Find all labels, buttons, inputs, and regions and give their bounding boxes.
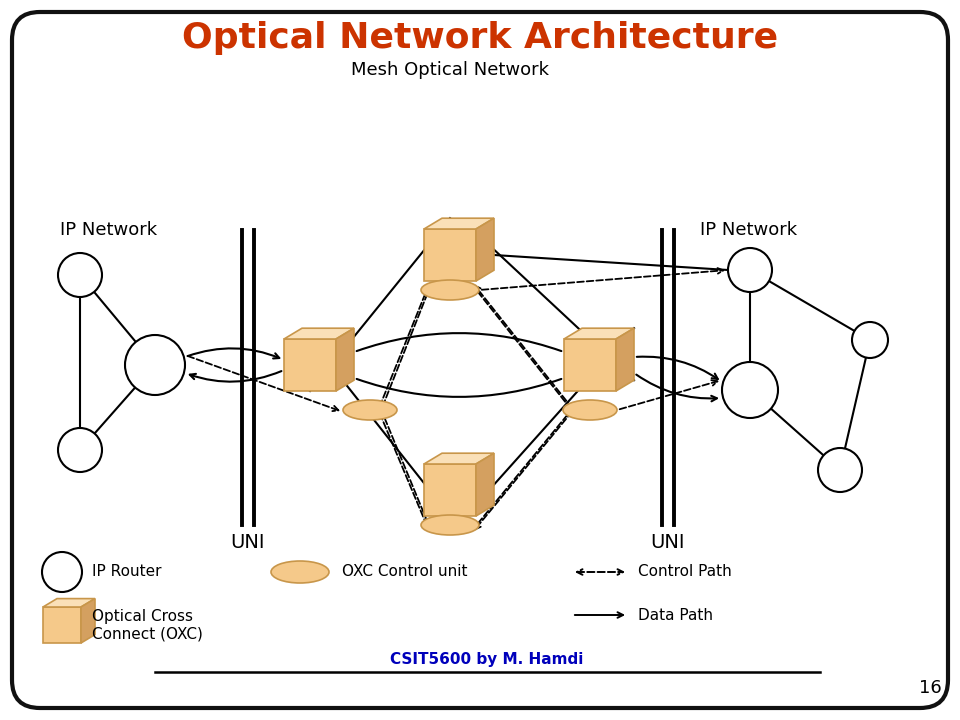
Ellipse shape <box>271 561 329 583</box>
Text: OXC Control unit: OXC Control unit <box>342 564 468 580</box>
FancyBboxPatch shape <box>12 12 948 708</box>
Text: Optical Cross
Connect (OXC): Optical Cross Connect (OXC) <box>92 609 203 642</box>
Polygon shape <box>424 218 494 229</box>
Circle shape <box>818 448 862 492</box>
Circle shape <box>58 253 102 297</box>
Polygon shape <box>476 218 494 281</box>
Polygon shape <box>43 607 81 643</box>
Circle shape <box>42 552 82 592</box>
Text: UNI: UNI <box>651 534 685 552</box>
Polygon shape <box>284 339 336 391</box>
Text: IP Router: IP Router <box>92 564 161 580</box>
Text: Control Path: Control Path <box>638 564 732 580</box>
Polygon shape <box>43 598 95 607</box>
Text: 16: 16 <box>919 679 942 697</box>
Circle shape <box>852 322 888 358</box>
Ellipse shape <box>563 400 617 420</box>
Ellipse shape <box>343 400 397 420</box>
Circle shape <box>722 362 778 418</box>
Ellipse shape <box>421 515 479 535</box>
Polygon shape <box>424 453 494 464</box>
Text: UNI: UNI <box>230 534 265 552</box>
Polygon shape <box>424 464 476 516</box>
Polygon shape <box>476 453 494 516</box>
Polygon shape <box>336 328 354 391</box>
Polygon shape <box>616 328 634 391</box>
Polygon shape <box>81 598 95 643</box>
Text: CSIT5600 by M. Hamdi: CSIT5600 by M. Hamdi <box>391 652 584 667</box>
Text: IP Network: IP Network <box>60 221 157 239</box>
Circle shape <box>125 335 185 395</box>
Polygon shape <box>564 339 616 391</box>
Polygon shape <box>564 328 634 339</box>
Text: Optical Network Architecture: Optical Network Architecture <box>182 21 778 55</box>
Circle shape <box>58 428 102 472</box>
Polygon shape <box>424 229 476 281</box>
Circle shape <box>728 248 772 292</box>
Text: Data Path: Data Path <box>638 608 713 623</box>
Ellipse shape <box>421 280 479 300</box>
Polygon shape <box>284 328 354 339</box>
Text: IP Network: IP Network <box>700 221 797 239</box>
Text: Mesh Optical Network: Mesh Optical Network <box>351 61 549 79</box>
